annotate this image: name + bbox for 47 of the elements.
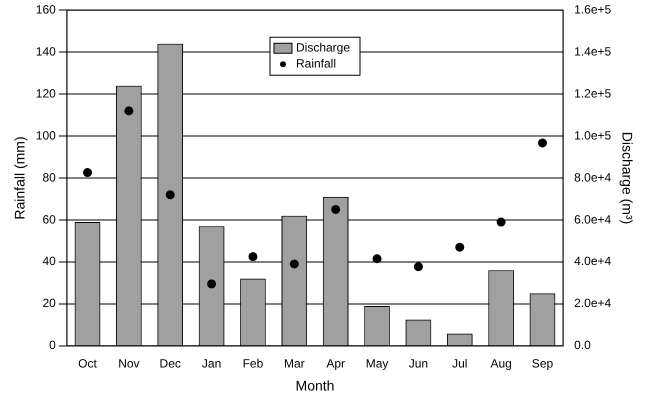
y2-tick-label: 8.0e+4 [574, 170, 612, 184]
point [414, 262, 423, 272]
x-tick-label: Nov [118, 356, 140, 370]
x-tick-label: Feb [242, 356, 264, 370]
y-tick-label: 40 [42, 254, 56, 268]
point [290, 260, 299, 268]
y-tick-label: 100 [36, 128, 56, 142]
y2-axis-title: Discharge (m³) [620, 132, 636, 224]
y2-tick-label: 0.0 [574, 338, 592, 352]
x-tick-label: Oct [78, 356, 98, 370]
x-tick-label: Aug [490, 356, 512, 370]
x-tick-label: May [366, 356, 388, 370]
x-tick-label: Jun [408, 356, 428, 370]
x-axis-title: Month [296, 377, 334, 394]
point [331, 204, 340, 214]
y-axis-title: Rainfall (mm) [11, 136, 28, 220]
y-tick-label: 0 [49, 338, 56, 352]
y-tick-label: 60 [42, 212, 56, 226]
point [166, 190, 175, 200]
point [455, 242, 464, 252]
y2-tick-label: 1.6e+5 [574, 2, 612, 17]
y2-tick-label: 2.0e+4 [574, 296, 612, 310]
legend-label: Rainfall [296, 56, 336, 71]
y-tick-label: 140 [36, 44, 56, 58]
point [248, 252, 258, 262]
legend-label: Discharge [296, 40, 350, 55]
y2-tick-label: 4.0e+4 [574, 254, 612, 268]
point [496, 218, 506, 227]
y-tick-label: 20 [42, 296, 56, 310]
x-tick-label: Jan [202, 356, 222, 370]
y2-tick-label: 1.2e+5 [574, 86, 612, 100]
x-tick-label: Sep [532, 356, 554, 370]
y2-tick-label: 1.0e+5 [574, 128, 612, 142]
y-tick-label: 80 [42, 170, 56, 184]
x-tick-label: Apr [326, 356, 346, 370]
point [372, 254, 382, 264]
x-tick-label: Dec [160, 356, 181, 370]
y-tick-label: 160 [36, 2, 56, 17]
x-tick-label: Mar [284, 356, 305, 370]
y-tick-label: 120 [36, 86, 56, 100]
point [83, 168, 92, 178]
x-tick-label: Jul [452, 356, 468, 370]
point [207, 279, 216, 288]
point [124, 106, 134, 116]
y2-tick-label: 6.0e+4 [574, 212, 612, 226]
y2-tick-label: 1.4e+5 [574, 44, 612, 58]
point [538, 138, 547, 148]
